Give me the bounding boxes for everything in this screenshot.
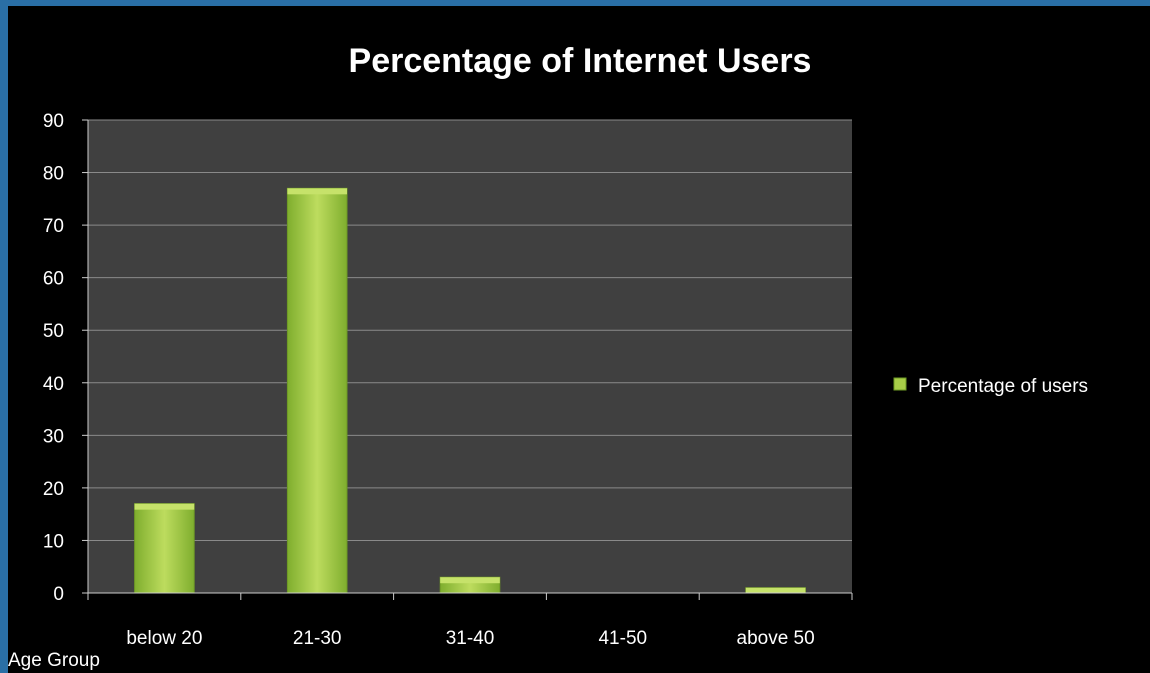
y-tick-label: 70: [43, 216, 64, 237]
y-tick-label: 20: [43, 479, 64, 500]
x-tick-label: 21-30: [293, 628, 342, 649]
y-tick-label: 10: [43, 531, 64, 552]
legend: Percentage of users: [893, 376, 1088, 397]
x-tick-label: 41-50: [598, 628, 647, 649]
x-axis-tick-labels: below 20 21-30 31-40 41-50 above 50: [126, 628, 814, 649]
y-tick-label: 0: [53, 584, 64, 605]
y-tick-label: 90: [43, 111, 64, 132]
x-axis-label: Age Group: [8, 650, 100, 671]
bar: [286, 187, 348, 594]
x-tick-label: below 20: [126, 628, 202, 649]
axes: [82, 119, 853, 600]
chart-title: Percentage of Internet Users: [349, 42, 812, 80]
legend-swatch: [893, 377, 907, 391]
bar-top-highlight: [440, 577, 500, 584]
legend-label: Percentage of users: [918, 376, 1088, 397]
y-tick-label: 60: [43, 269, 64, 290]
x-tick-label: 31-40: [446, 628, 495, 649]
y-tick-label: 40: [43, 374, 64, 395]
bar-top-highlight: [287, 188, 347, 195]
gridlines: [88, 119, 852, 541]
bar-top-highlight: [745, 587, 806, 593]
y-axis-tick-labels: 0 10 20 30 40 50 60 70 80 90: [43, 111, 64, 605]
y-tick-label: 30: [43, 426, 64, 447]
y-tick-label: 80: [43, 164, 64, 185]
bars: [134, 187, 806, 594]
plot-area: [88, 120, 852, 593]
bar-top-highlight: [134, 503, 195, 510]
bar: [134, 503, 195, 594]
x-tick-label: above 50: [737, 628, 815, 649]
y-tick-label: 50: [43, 321, 64, 342]
